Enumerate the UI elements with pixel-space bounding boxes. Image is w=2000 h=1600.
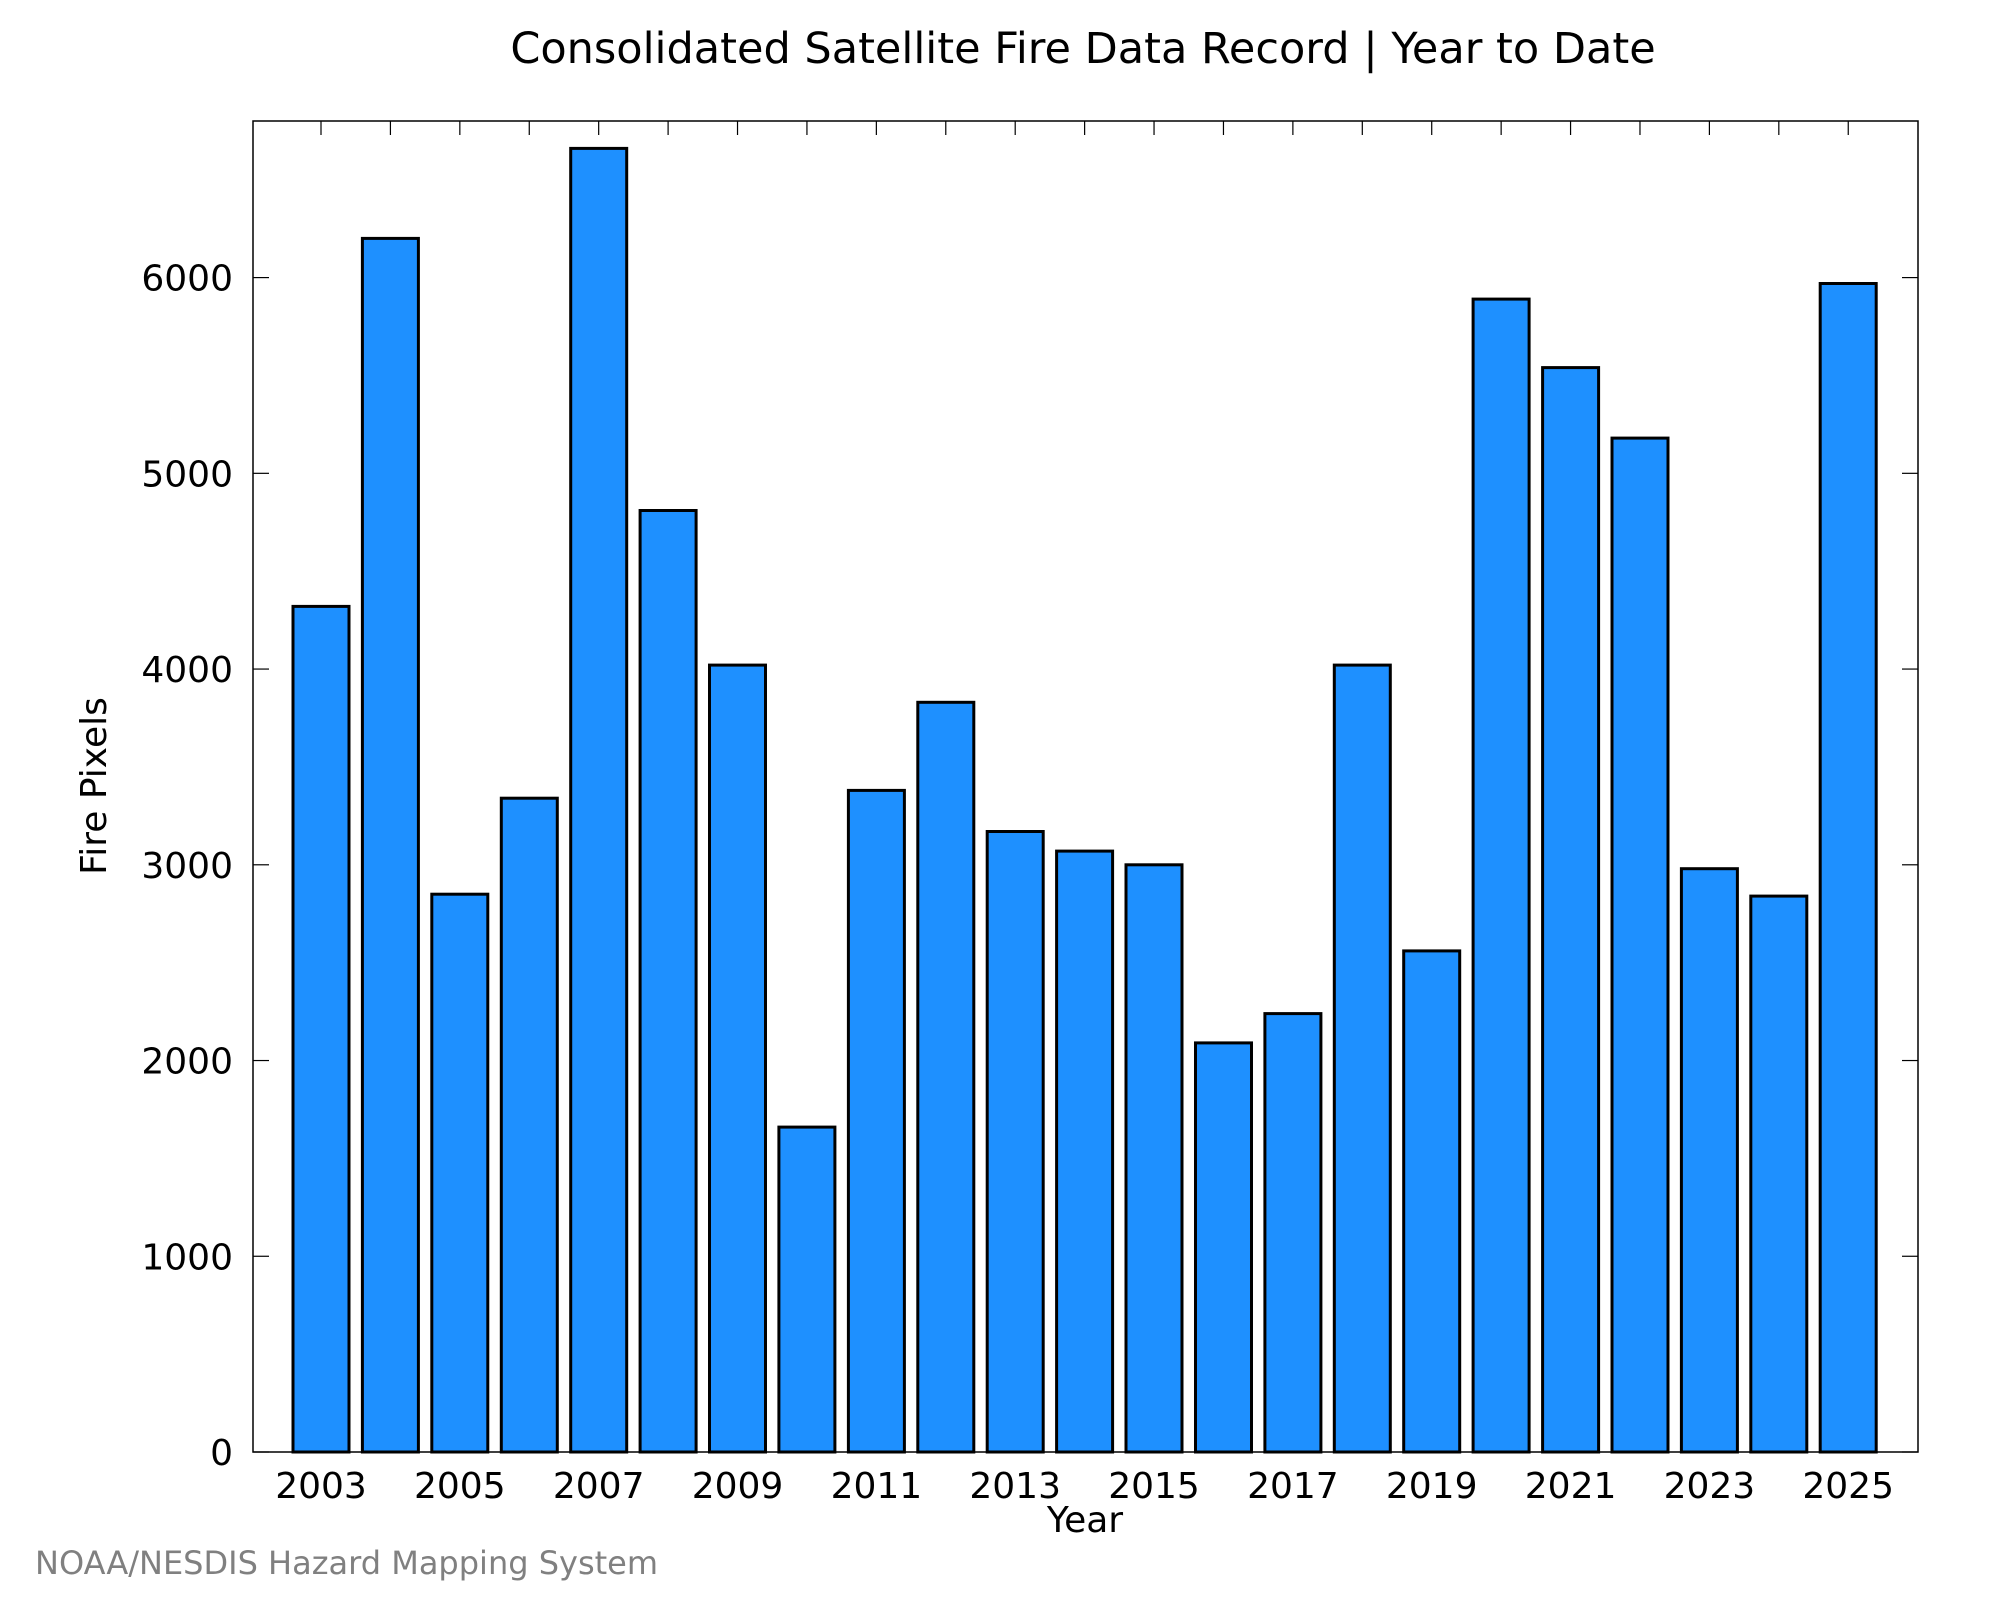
bar-2019 bbox=[1402, 949, 1462, 1454]
y-tick-label-4000: 4000 bbox=[141, 650, 233, 691]
y-axis-label: Fire Pixels bbox=[74, 697, 115, 875]
bar-2023 bbox=[1679, 867, 1739, 1454]
bar-2005 bbox=[430, 892, 490, 1454]
bar-2017 bbox=[1263, 1012, 1323, 1454]
x-tick-label-2009: 2009 bbox=[692, 1466, 784, 1507]
bar-2021 bbox=[1541, 366, 1601, 1454]
bar-2007 bbox=[569, 146, 629, 1454]
bar-2004 bbox=[360, 236, 420, 1454]
x-tick-label-2017: 2017 bbox=[1247, 1466, 1339, 1507]
y-tick-label-2000: 2000 bbox=[141, 1042, 233, 1083]
bar-2014 bbox=[1055, 849, 1115, 1454]
bar-2008 bbox=[638, 509, 698, 1454]
x-tick-label-2007: 2007 bbox=[553, 1466, 645, 1507]
credit-text: NOAA/NESDIS Hazard Mapping System bbox=[35, 1544, 658, 1582]
bar-2020 bbox=[1471, 297, 1531, 1454]
x-axis-label: Year bbox=[1046, 1500, 1123, 1541]
bar-2022 bbox=[1610, 436, 1670, 1454]
x-tick-label-2021: 2021 bbox=[1525, 1466, 1617, 1507]
x-tick-label-2003: 2003 bbox=[275, 1466, 367, 1507]
bar-2003 bbox=[291, 604, 351, 1454]
x-tick-label-2015: 2015 bbox=[1108, 1466, 1200, 1507]
x-tick-label-2019: 2019 bbox=[1386, 1466, 1478, 1507]
bar-2012 bbox=[916, 700, 976, 1454]
bar-2016 bbox=[1194, 1041, 1253, 1454]
x-tick-label-2023: 2023 bbox=[1664, 1466, 1756, 1507]
plot-frame bbox=[252, 120, 1919, 1453]
bar-2009 bbox=[708, 663, 767, 1454]
x-tick-label-2011: 2011 bbox=[831, 1466, 923, 1507]
y-tick-label-1000: 1000 bbox=[141, 1237, 233, 1278]
x-tick-label-2005: 2005 bbox=[414, 1466, 506, 1507]
bar-2018 bbox=[1332, 663, 1392, 1454]
bar-2015 bbox=[1124, 863, 1184, 1454]
bar-2006 bbox=[499, 796, 559, 1454]
y-tick-label-6000: 6000 bbox=[141, 259, 233, 300]
x-tick-labels: 2003 2005 2007 2009 2011 2013 2015 2017 2019 2021… bbox=[275, 1466, 1894, 1507]
y-tick-label-0: 0 bbox=[210, 1433, 233, 1474]
y-tick-labels: 0 1000 2000 3000 4000 5000 6000 bbox=[141, 259, 233, 1474]
bar-2011 bbox=[846, 788, 906, 1454]
bar-2010 bbox=[777, 1125, 837, 1454]
bar-2025 bbox=[1818, 282, 1878, 1454]
bars bbox=[291, 146, 1878, 1454]
x-tick-label-2025: 2025 bbox=[1802, 1466, 1894, 1507]
chart-title: Consolidated Satellite Fire Data Record … bbox=[510, 24, 1655, 74]
y-tick-label-3000: 3000 bbox=[141, 846, 233, 887]
y-tick-label-5000: 5000 bbox=[141, 454, 233, 495]
bar-2024 bbox=[1749, 894, 1809, 1454]
bar-2013 bbox=[985, 830, 1045, 1454]
x-tick-label-2013: 2013 bbox=[969, 1466, 1061, 1507]
